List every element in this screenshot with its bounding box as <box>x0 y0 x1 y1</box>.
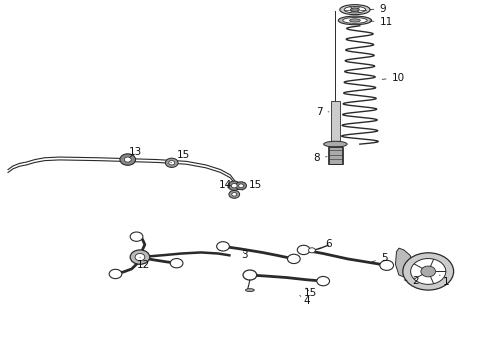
Ellipse shape <box>245 289 254 292</box>
Ellipse shape <box>338 16 371 25</box>
Circle shape <box>309 248 316 253</box>
Circle shape <box>124 157 131 162</box>
Circle shape <box>239 184 244 188</box>
Ellipse shape <box>324 141 347 147</box>
Circle shape <box>217 242 229 251</box>
Circle shape <box>380 260 393 270</box>
Ellipse shape <box>343 18 367 23</box>
Circle shape <box>411 258 446 284</box>
Circle shape <box>236 182 246 190</box>
Circle shape <box>228 181 241 190</box>
Polygon shape <box>395 248 412 277</box>
Text: 11: 11 <box>370 17 392 27</box>
Text: 12: 12 <box>137 257 150 270</box>
Text: 14: 14 <box>219 180 232 190</box>
Circle shape <box>231 184 237 188</box>
Circle shape <box>243 270 257 280</box>
Ellipse shape <box>340 5 370 15</box>
Circle shape <box>170 258 183 268</box>
Text: 6: 6 <box>318 239 332 249</box>
Text: 9: 9 <box>370 4 386 14</box>
Circle shape <box>120 154 136 165</box>
Ellipse shape <box>350 8 359 12</box>
Text: 4: 4 <box>300 296 310 306</box>
Text: 15: 15 <box>304 288 317 298</box>
Ellipse shape <box>349 19 360 22</box>
Circle shape <box>135 253 145 261</box>
Circle shape <box>288 254 300 264</box>
Bar <box>328 147 343 164</box>
Circle shape <box>403 253 454 290</box>
Ellipse shape <box>344 6 366 13</box>
Text: 15: 15 <box>171 150 190 163</box>
Text: 1: 1 <box>440 275 449 287</box>
Text: 5: 5 <box>372 253 388 263</box>
Circle shape <box>169 161 174 165</box>
Text: 7: 7 <box>316 107 329 117</box>
Circle shape <box>232 193 237 196</box>
Text: 3: 3 <box>242 250 248 260</box>
Bar <box>331 101 340 144</box>
Text: 10: 10 <box>382 73 405 83</box>
Circle shape <box>297 245 310 255</box>
Text: 13: 13 <box>129 147 142 158</box>
Circle shape <box>109 269 122 279</box>
Text: 8: 8 <box>314 153 327 163</box>
Text: 15: 15 <box>243 180 262 190</box>
Circle shape <box>130 250 150 264</box>
Circle shape <box>165 158 178 167</box>
Circle shape <box>229 190 240 198</box>
Text: 2: 2 <box>404 276 419 286</box>
Circle shape <box>130 232 143 241</box>
Circle shape <box>317 276 330 286</box>
Circle shape <box>421 266 436 277</box>
